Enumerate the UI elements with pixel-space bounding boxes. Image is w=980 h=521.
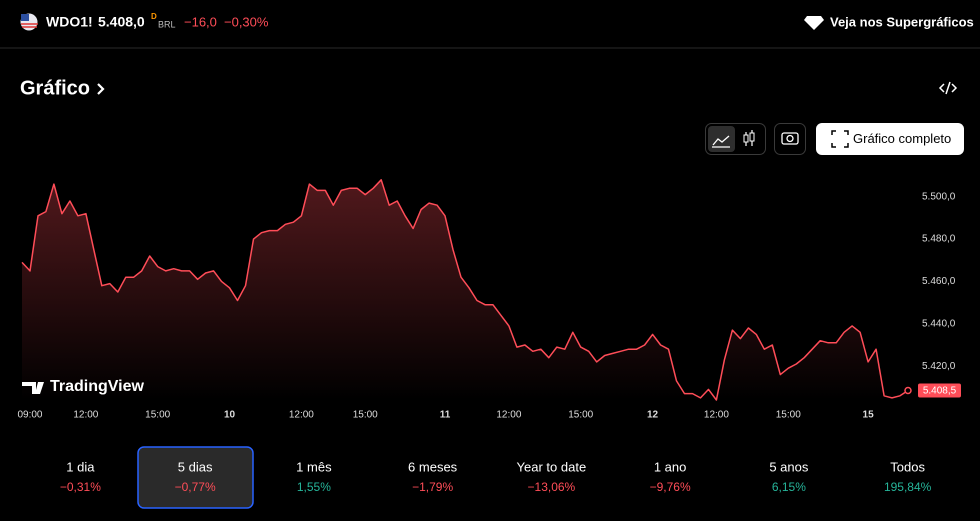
chevron <box>97 83 105 95</box>
x-tick-label: 12:00 <box>289 410 314 421</box>
range-label[interactable]: Todos <box>890 459 925 474</box>
watermark: TradingView <box>50 378 145 395</box>
y-tick-label: 5.420,0 <box>922 361 956 372</box>
x-tick-label: 12 <box>647 410 659 421</box>
range-label[interactable]: 6 meses <box>408 459 458 474</box>
x-tick-label: 15:00 <box>145 410 170 421</box>
range-label[interactable]: 5 dias <box>178 459 213 474</box>
fullscreen-icon <box>831 130 849 148</box>
supercharts-icon[interactable] <box>804 16 824 30</box>
area-fill <box>22 179 908 400</box>
x-tick-label: 12:00 <box>496 410 521 421</box>
range-label[interactable]: 5 anos <box>769 459 809 474</box>
supercharts-link[interactable]: Veja nos Supergráficos <box>830 14 974 29</box>
full-chart-label[interactable]: Gráfico completo <box>853 131 951 146</box>
price: 5.408,0 <box>98 14 145 30</box>
range-label[interactable]: Year to date <box>517 459 587 474</box>
change: −16,0 <box>184 14 217 29</box>
range-change[interactable]: −13,06% <box>528 480 576 494</box>
x-tick-label: 09:00 <box>17 410 42 421</box>
currency: BRL <box>158 19 176 29</box>
flag-stripes <box>21 23 38 28</box>
price-flag: D <box>151 12 157 21</box>
chart: 5.420,0 5.440,0 5.460,0 5.480,0 5.500,0 09:00… <box>17 179 961 421</box>
camera-lens <box>786 134 794 143</box>
y-tick-label: 5.460,0 <box>922 276 956 287</box>
change-pct: −0,30% <box>224 14 269 29</box>
range-label[interactable]: 1 ano <box>654 459 687 474</box>
embed-icon[interactable] <box>938 81 958 95</box>
x-tick-label: 15:00 <box>568 410 593 421</box>
x-tick-label: 10 <box>224 410 236 421</box>
last-price-tag <box>918 383 961 398</box>
x-tick-label: 12:00 <box>73 410 98 421</box>
y-tick-label: 5.500,0 <box>922 191 956 202</box>
candle-body <box>743 134 749 143</box>
price-line <box>21 179 909 401</box>
range-change[interactable]: −0,31% <box>60 480 101 494</box>
snapshot-button[interactable] <box>774 123 806 155</box>
last-price-label: 5.408,5 <box>923 386 957 397</box>
range-change[interactable]: −1,79% <box>412 480 453 494</box>
x-tick-label: 12:00 <box>704 410 729 421</box>
y-tick-label: 5.480,0 <box>922 234 956 245</box>
range-change[interactable]: −0,77% <box>175 480 216 494</box>
section-title[interactable]: Gráfico <box>20 77 90 99</box>
last-point <box>904 386 912 395</box>
range-label[interactable]: 1 mês <box>296 459 332 474</box>
x-tick-label: 11 <box>440 410 451 421</box>
range-tabs: 1 dia −0,31% 5 dias −0,77% 1 mês 1,55% 6 meses… <box>60 446 932 509</box>
y-tick-label: 5.440,0 <box>922 318 956 329</box>
candle-body <box>749 132 755 142</box>
area-icon <box>712 135 730 148</box>
area-style-button[interactable] <box>708 126 735 152</box>
range-change[interactable]: 195,84% <box>884 480 932 494</box>
x-tick-label: 15:00 <box>776 410 801 421</box>
range-change[interactable]: −9,76% <box>650 480 691 494</box>
range-change[interactable]: 6,15% <box>772 480 806 494</box>
flag-canton <box>21 14 29 21</box>
x-tick-label: 15 <box>863 410 875 421</box>
range-change[interactable]: 1,55% <box>297 480 331 494</box>
x-tick-label: 15:00 <box>353 410 378 421</box>
chart-style-group <box>705 123 766 155</box>
range-label[interactable]: 1 dia <box>66 459 95 474</box>
tradingview-logo <box>22 382 44 394</box>
selected-range[interactable] <box>137 446 254 509</box>
symbol[interactable]: WDO1! <box>46 14 93 30</box>
camera-icon <box>781 132 799 145</box>
full-chart-button[interactable] <box>816 123 964 155</box>
